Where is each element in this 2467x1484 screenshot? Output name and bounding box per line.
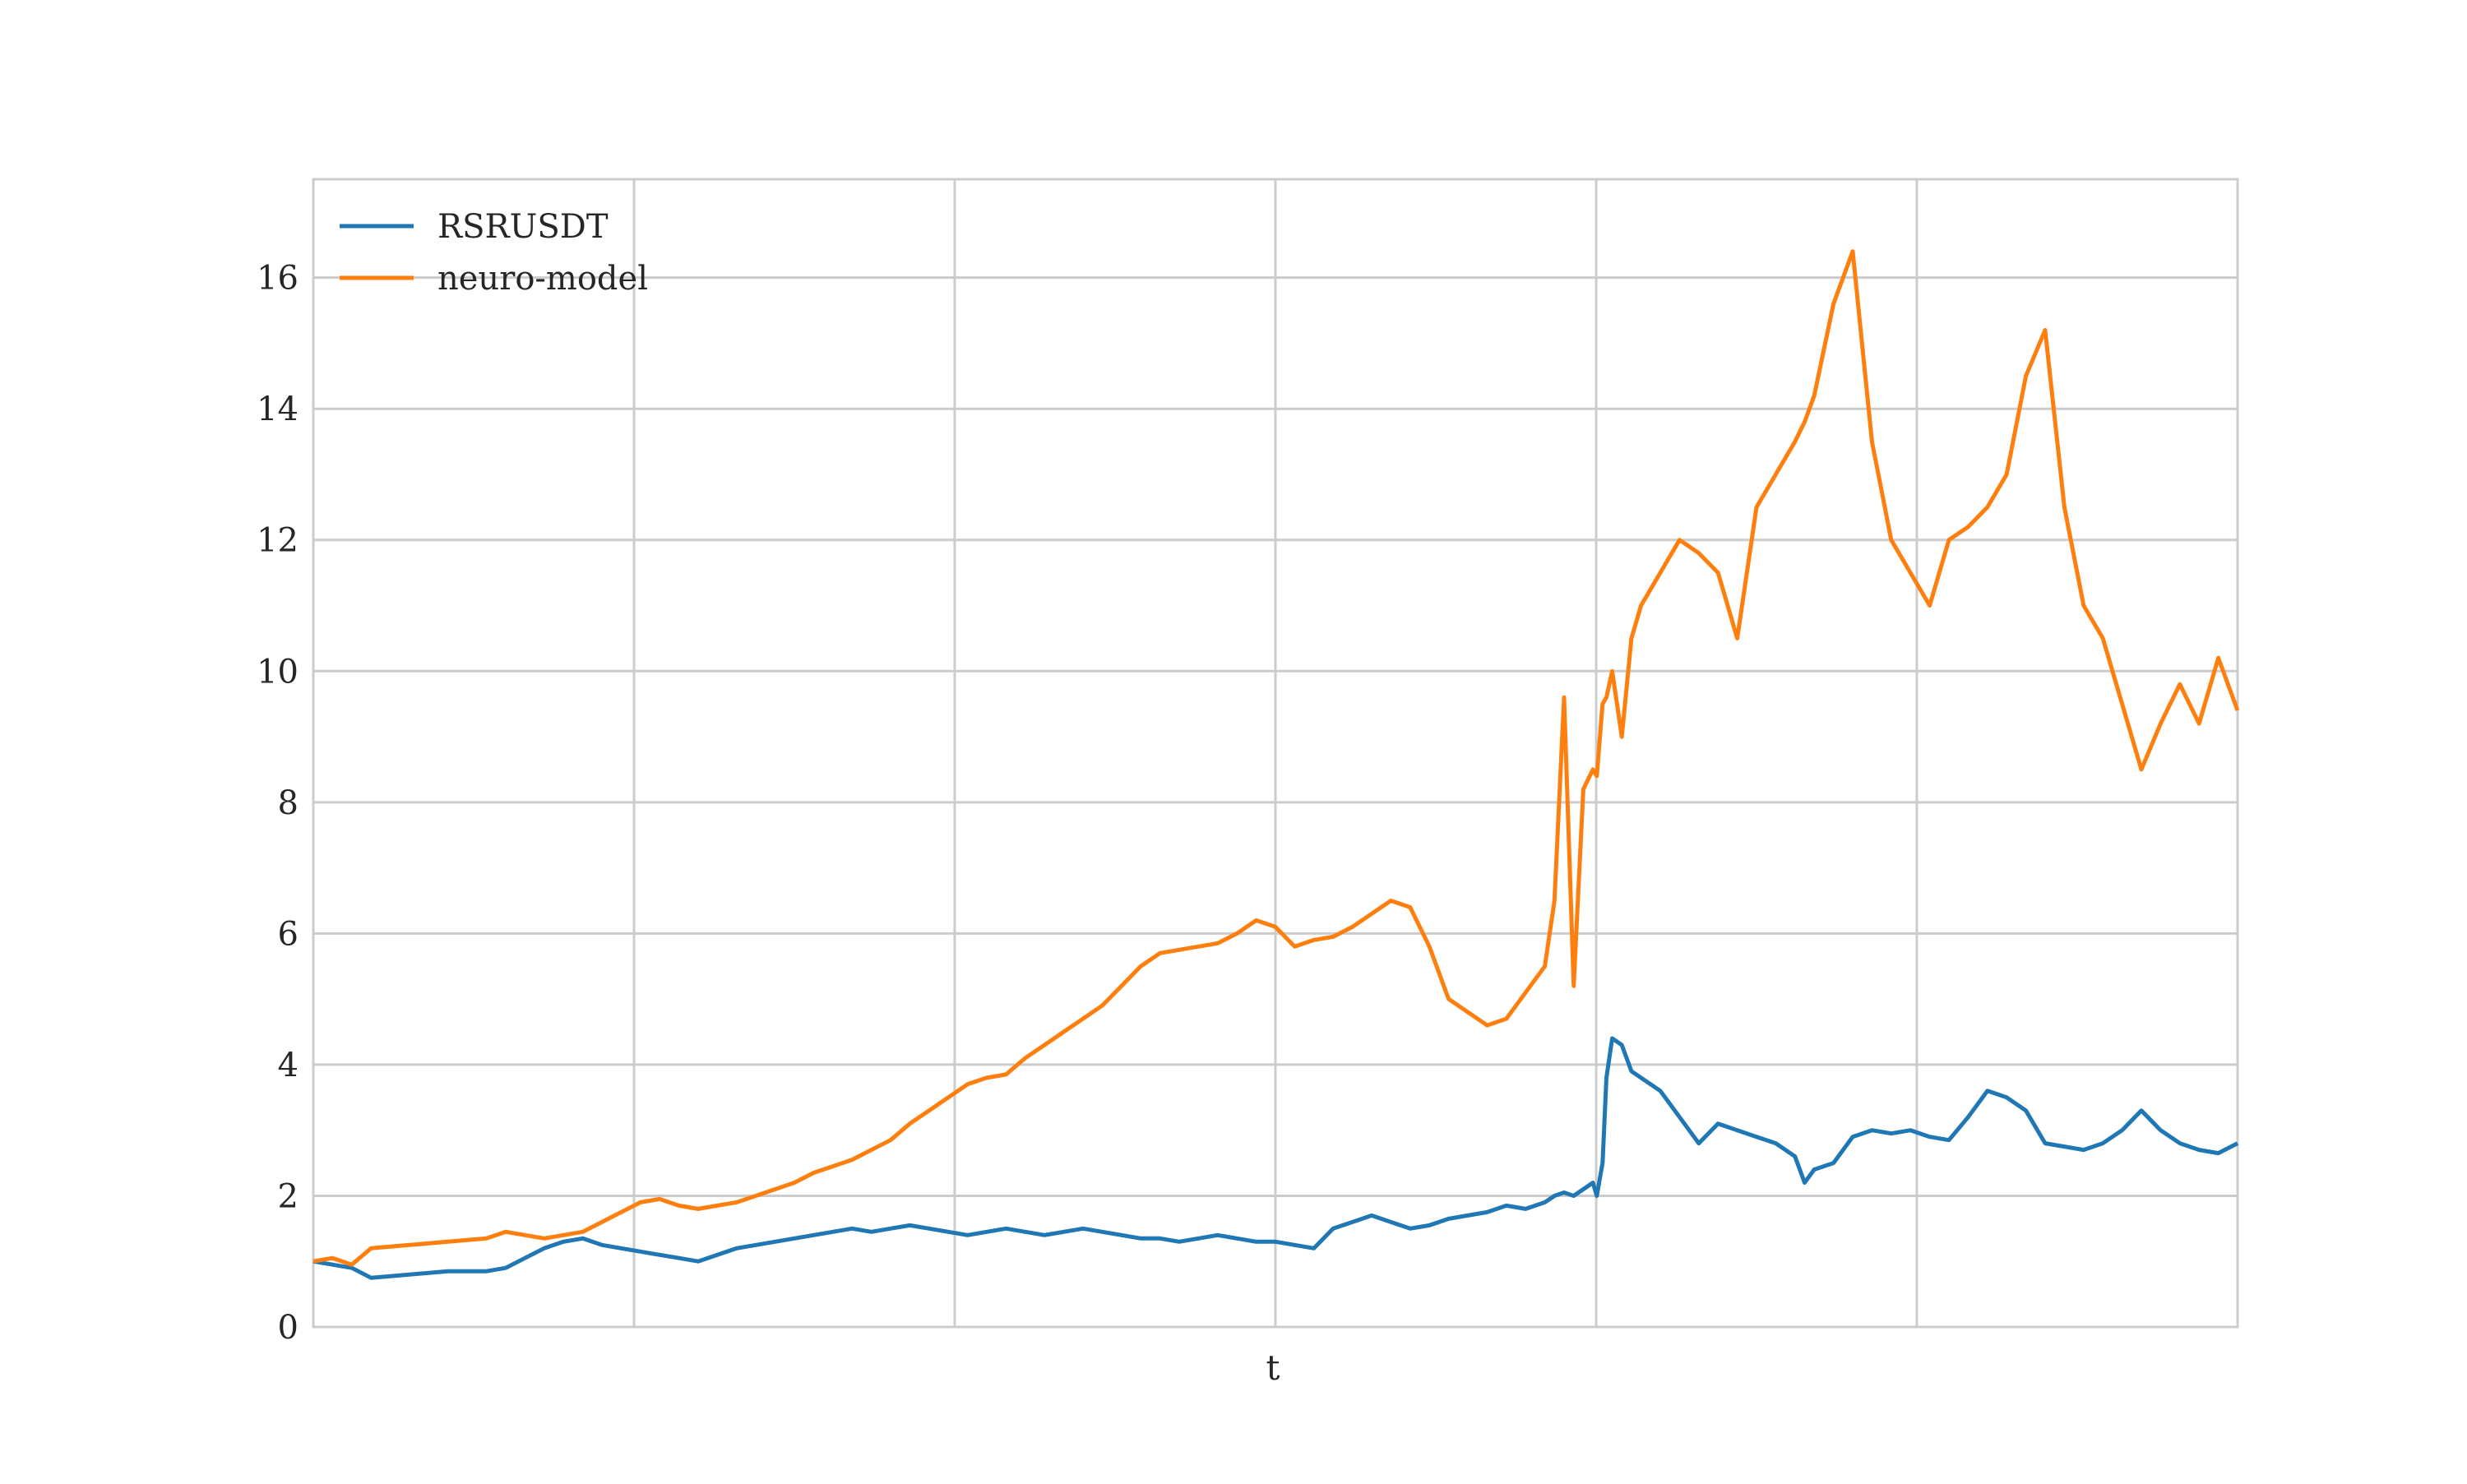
y-tick-label: 10	[257, 653, 299, 691]
y-tick-label: 2	[278, 1177, 299, 1215]
y-tick-label: 16	[257, 260, 299, 298]
series-line-rsrusdt	[312, 1036, 2239, 1280]
y-tick-label: 6	[278, 915, 299, 953]
y-tick-label: 12	[257, 522, 299, 560]
series-layer	[312, 249, 2240, 1280]
x-axis-label: t	[1266, 1348, 1280, 1388]
y-tick-label: 14	[257, 391, 299, 428]
legend-label-rsrusdt: RSRUSDT	[437, 208, 609, 246]
y-tick-label: 4	[278, 1047, 299, 1084]
y-tick-labels: 0 2 4 6 8 10 12 14 16	[257, 260, 299, 1347]
legend: RSRUSDT neuro-model	[340, 208, 648, 298]
grid	[313, 179, 2239, 1329]
legend-label-neuro-model: neuro-model	[437, 260, 648, 298]
series-line-neuro-model	[312, 249, 2240, 1267]
y-tick-label: 0	[278, 1309, 299, 1347]
y-tick-label: 8	[278, 784, 299, 822]
